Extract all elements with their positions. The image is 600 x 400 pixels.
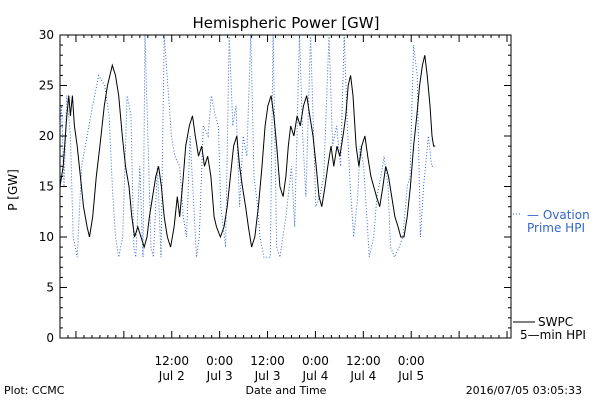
x-tick-date: Jul 3: [254, 369, 281, 383]
legend-ovation-line2: Prime HPI: [527, 221, 585, 235]
y-tick-label: 0: [46, 331, 54, 345]
series-swpc-5min-hpi: [59, 55, 436, 249]
plot-area: [59, 34, 436, 259]
y-tick-label: 10: [39, 230, 54, 244]
x-tick-time: 0:00: [206, 354, 233, 368]
y-tick-label: 25: [39, 79, 54, 93]
legend-ovation-line1: — Ovation: [527, 208, 590, 222]
x-tick-time: 12:00: [346, 354, 381, 368]
x-tick-date: Jul 2: [158, 369, 185, 383]
legend-swpc-line1: SWPC: [538, 315, 573, 329]
x-tick-date: Jul 4: [301, 369, 328, 383]
plot-frame: [59, 34, 512, 339]
x-tick-time: 0:00: [398, 354, 425, 368]
legend-swpc-line2: 5—min HPI: [520, 328, 586, 342]
y-axis-label: P [GW]: [6, 169, 20, 211]
x-tick-date: Jul 4: [349, 369, 376, 383]
y-tick-label: 20: [39, 129, 54, 143]
y-tick-label: 5: [46, 281, 54, 295]
y-tick-label: 30: [39, 28, 54, 42]
x-tick-time: 12:00: [250, 354, 285, 368]
footer-credit: Plot: CCMC: [4, 384, 65, 397]
footer-timestamp: 2016/07/05 03:05:33: [466, 384, 582, 397]
series-ovation-prime-hpi: [59, 34, 436, 259]
x-axis-label: Date and Time: [246, 384, 327, 397]
x-tick-time: 0:00: [302, 354, 329, 368]
legend: — Ovation Prime HPI SWPC 5—min HPI: [513, 208, 590, 342]
y-tick-label: 15: [39, 180, 54, 194]
x-tick-date: Jul 5: [397, 369, 424, 383]
y-axis-ticks: 0 5 10 15 20 25 30: [39, 28, 511, 345]
x-tick-date: Jul 3: [206, 369, 233, 383]
chart-title: Hemispheric Power [GW]: [193, 14, 380, 32]
x-tick-time: 12:00: [154, 354, 189, 368]
